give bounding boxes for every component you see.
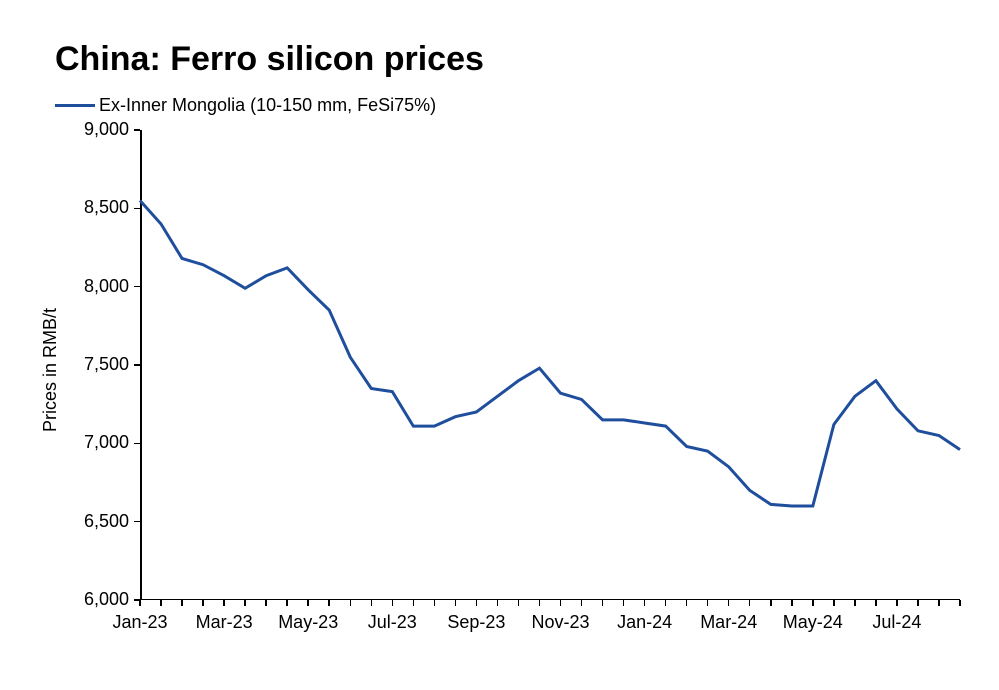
x-tick (202, 600, 204, 606)
x-tick (602, 600, 604, 606)
y-tick (134, 521, 140, 523)
y-tick-label: 8,500 (59, 197, 129, 218)
y-tick-label: 8,000 (59, 276, 129, 297)
x-tick (917, 600, 919, 606)
x-tick (455, 600, 457, 606)
y-tick-label: 7,500 (59, 354, 129, 375)
x-tick (875, 600, 877, 606)
x-tick (539, 600, 541, 606)
line-series (140, 130, 960, 600)
x-tick (476, 600, 478, 606)
x-tick (497, 600, 499, 606)
y-tick (134, 208, 140, 210)
x-tick (812, 600, 814, 606)
x-tick-label: Nov-23 (516, 612, 606, 633)
x-tick (244, 600, 246, 606)
x-tick-label: Jul-23 (347, 612, 437, 633)
y-tick-label: 6,500 (59, 511, 129, 532)
x-tick (181, 600, 183, 606)
x-tick (434, 600, 436, 606)
x-tick (328, 600, 330, 606)
x-tick-label: Mar-24 (684, 612, 774, 633)
y-axis-label: Prices in RMB/t (40, 270, 61, 470)
x-tick (644, 600, 646, 606)
x-tick (413, 600, 415, 606)
chart-container: China: Ferro silicon prices Ex-Inner Mon… (0, 0, 999, 690)
x-tick (139, 600, 141, 606)
legend: Ex-Inner Mongolia (10-150 mm, FeSi75%) (55, 95, 436, 116)
x-tick (371, 600, 373, 606)
x-tick (307, 600, 309, 606)
price-line (140, 201, 960, 507)
x-tick-label: May-23 (263, 612, 353, 633)
x-tick (392, 600, 394, 606)
x-tick (623, 600, 625, 606)
y-tick-label: 7,000 (59, 432, 129, 453)
x-tick (896, 600, 898, 606)
x-tick-label: May-24 (768, 612, 858, 633)
x-tick (686, 600, 688, 606)
x-tick-label: Jan-23 (95, 612, 185, 633)
x-tick-label: Jan-24 (600, 612, 690, 633)
x-tick (265, 600, 267, 606)
x-tick-label: Mar-23 (179, 612, 269, 633)
x-tick (938, 600, 940, 606)
legend-label: Ex-Inner Mongolia (10-150 mm, FeSi75%) (99, 95, 436, 116)
x-tick (560, 600, 562, 606)
x-tick (223, 600, 225, 606)
x-tick (665, 600, 667, 606)
y-tick (134, 443, 140, 445)
x-tick (707, 600, 709, 606)
y-tick (134, 286, 140, 288)
y-tick (134, 129, 140, 131)
x-tick-label: Sep-23 (431, 612, 521, 633)
y-tick (134, 364, 140, 366)
plot-area: 6,0006,5007,0007,5008,0008,5009,000Jan-2… (140, 130, 960, 600)
x-tick (959, 600, 961, 606)
x-tick (791, 600, 793, 606)
x-tick (770, 600, 772, 606)
chart-title: China: Ferro silicon prices (55, 40, 484, 79)
x-tick (833, 600, 835, 606)
x-tick (728, 600, 730, 606)
y-tick-label: 6,000 (59, 589, 129, 610)
x-tick (518, 600, 520, 606)
x-tick (160, 600, 162, 606)
x-tick (581, 600, 583, 606)
x-tick (749, 600, 751, 606)
x-tick-label: Jul-24 (852, 612, 942, 633)
x-tick (286, 600, 288, 606)
x-tick (854, 600, 856, 606)
y-tick-label: 9,000 (59, 119, 129, 140)
legend-swatch (55, 104, 95, 107)
x-tick (350, 600, 352, 606)
